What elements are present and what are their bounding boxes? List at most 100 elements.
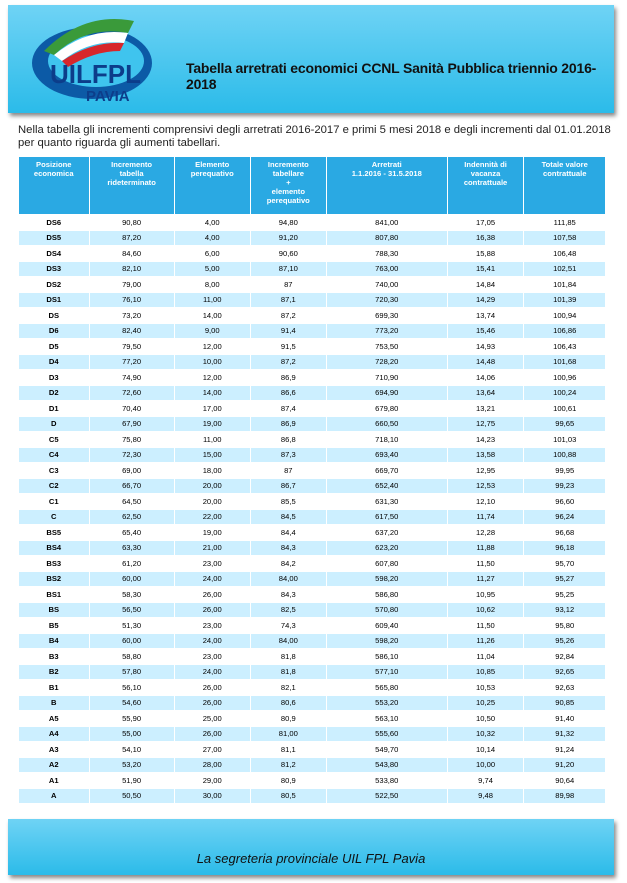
cell: 699,30 [325, 307, 448, 324]
cell: 13,74 [446, 307, 525, 324]
cell: 20,00 [173, 477, 251, 494]
header-line: tabellare [272, 169, 304, 178]
cell: 4,00 [173, 229, 251, 246]
cell: 9,00 [173, 322, 251, 339]
cell: 13,21 [446, 400, 525, 417]
table-row: A 50,50 30,00 80,5 522,50 9,48 89,98 [18, 787, 606, 804]
cell: 56,10 [88, 679, 175, 696]
cell: 75,80 [88, 431, 175, 448]
cell: 84,00 [249, 570, 327, 587]
cell: 10,53 [446, 679, 525, 696]
cell: 12,53 [446, 477, 525, 494]
table-row: B1 56,10 26,00 82,1 565,80 10,53 92,63 [18, 679, 606, 696]
cell: 79,00 [88, 276, 175, 293]
cell: A5 [18, 710, 90, 727]
cell: B3 [18, 648, 90, 665]
cell: 111,85 [523, 214, 606, 231]
cell: BS2 [18, 570, 90, 587]
cell: 19,00 [173, 415, 251, 432]
table-row: B5 51,30 23,00 74,3 609,40 11,50 95,80 [18, 617, 606, 634]
cell: 107,58 [523, 229, 606, 246]
cell: 728,20 [325, 353, 448, 370]
cell: 77,20 [88, 353, 175, 370]
cell: 8,00 [173, 276, 251, 293]
cell: 84,60 [88, 245, 175, 262]
logo-text: UILFPL [50, 59, 141, 89]
header-line: perequativo [266, 196, 310, 205]
table-row: A2 53,20 28,00 81,2 543,80 10,00 91,20 [18, 756, 606, 773]
cell: 22,00 [173, 508, 251, 525]
cell: 14,48 [446, 353, 525, 370]
cell: 54,10 [88, 741, 175, 758]
cell: BS4 [18, 539, 90, 556]
table-row: C4 72,30 15,00 87,3 693,40 13,58 100,88 [18, 446, 606, 463]
header-line: Elemento [195, 160, 230, 169]
cell: 14,06 [446, 369, 525, 386]
cell: 11,88 [446, 539, 525, 556]
cell: 58,80 [88, 648, 175, 665]
cell: 86,8 [249, 431, 327, 448]
cell: 82,5 [249, 601, 327, 618]
cell: 87,10 [249, 260, 327, 277]
cell: A [18, 787, 90, 804]
cell: DS4 [18, 245, 90, 262]
column-header: Posizione economica [18, 156, 90, 215]
cell: 92,84 [523, 648, 606, 665]
cell: 106,43 [523, 338, 606, 355]
cell: 617,50 [325, 508, 448, 525]
table-row: A5 55,90 25,00 80,9 563,10 10,50 91,40 [18, 710, 606, 727]
cell: 15,88 [446, 245, 525, 262]
header-line: Incremento [267, 160, 309, 169]
table-row: D4 77,20 10,00 87,2 728,20 14,48 101,68 [18, 353, 606, 370]
cell: 82,40 [88, 322, 175, 339]
cell: 598,20 [325, 632, 448, 649]
cell: 17,00 [173, 400, 251, 417]
cell: 63,30 [88, 539, 175, 556]
cell: 14,93 [446, 338, 525, 355]
cell: 11,26 [446, 632, 525, 649]
cell: 81,8 [249, 663, 327, 680]
cell: 99,65 [523, 415, 606, 432]
header-line: rideterminato [107, 178, 156, 187]
cell: A4 [18, 725, 90, 742]
cell: 86,9 [249, 415, 327, 432]
cell: 18,00 [173, 462, 251, 479]
cell: 56,50 [88, 601, 175, 618]
cell: 58,30 [88, 586, 175, 603]
cell: 11,50 [446, 617, 525, 634]
cell: A3 [18, 741, 90, 758]
cell: 95,25 [523, 586, 606, 603]
header-line: Indennità di [464, 160, 507, 169]
cell: C5 [18, 431, 90, 448]
cell: 29,00 [173, 772, 251, 789]
cell: 10,14 [446, 741, 525, 758]
cell: D2 [18, 384, 90, 401]
cell: 80,9 [249, 772, 327, 789]
cell: 80,5 [249, 787, 327, 804]
cell: 91,40 [523, 710, 606, 727]
cell: 12,28 [446, 524, 525, 541]
cell: 11,00 [173, 431, 251, 448]
cell: 5,00 [173, 260, 251, 277]
cell: 81,8 [249, 648, 327, 665]
cell: DS [18, 307, 90, 324]
logo-green [44, 19, 134, 55]
cell: 15,00 [173, 446, 251, 463]
header-line: tabella [119, 169, 144, 178]
cell: 586,10 [325, 648, 448, 665]
cell: DS6 [18, 214, 90, 231]
cell: 14,29 [446, 291, 525, 308]
cell: 89,98 [523, 787, 606, 804]
cell: C2 [18, 477, 90, 494]
cell: 10,00 [173, 353, 251, 370]
cell: 87,1 [249, 291, 327, 308]
cell: 96,60 [523, 493, 606, 510]
cell: 23,00 [173, 648, 251, 665]
cell: 87,2 [249, 353, 327, 370]
cell: D3 [18, 369, 90, 386]
cell: 99,95 [523, 462, 606, 479]
column-header: Elemento perequativo [173, 156, 251, 215]
cell: 86,9 [249, 369, 327, 386]
cell: 570,80 [325, 601, 448, 618]
cell: B [18, 694, 90, 711]
